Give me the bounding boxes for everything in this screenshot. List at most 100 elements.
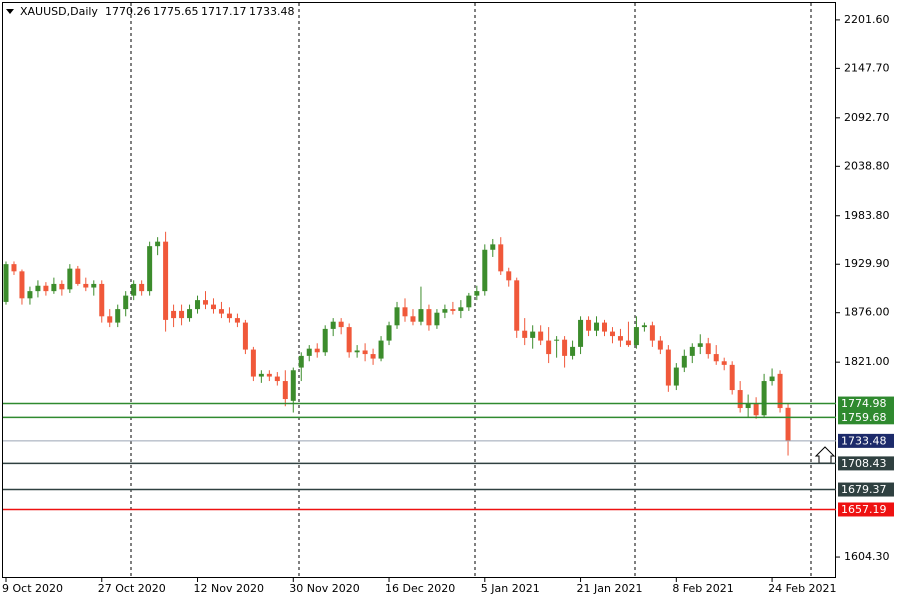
y-tick-label: 1604.30	[844, 550, 890, 563]
candle-body	[769, 376, 775, 382]
candle-body	[394, 307, 400, 326]
level-label: 1774.98	[841, 397, 887, 410]
candle-body	[27, 291, 33, 299]
x-tick-label: 9 Oct 2020	[2, 582, 63, 595]
candle-body	[330, 321, 336, 329]
candle-body	[242, 322, 248, 350]
candle-body	[681, 355, 687, 368]
header-open: 1770.26	[105, 5, 151, 18]
candle-body	[482, 249, 488, 292]
candle-body	[530, 331, 536, 338]
level-box	[838, 502, 894, 517]
candle-body	[554, 339, 560, 341]
candle-body	[218, 309, 224, 314]
candle-body	[226, 313, 232, 319]
candle-body	[466, 295, 472, 308]
candle-body	[490, 244, 496, 250]
candle-body	[506, 271, 512, 281]
candle-body	[649, 325, 655, 341]
candle-body	[450, 309, 456, 311]
candle-body	[594, 322, 600, 331]
candle-body	[442, 309, 448, 313]
candle-body	[19, 271, 25, 299]
candle-body	[362, 350, 368, 355]
candle-body	[234, 318, 240, 323]
candle-body	[195, 300, 201, 310]
candle-body	[458, 307, 464, 311]
candle-body	[123, 295, 129, 310]
candle-body	[777, 373, 783, 409]
level-label: 1679.37	[841, 483, 887, 496]
candle-body	[314, 348, 320, 353]
candle-body	[338, 321, 344, 328]
candle-body	[697, 343, 703, 347]
candle-body	[418, 309, 424, 322]
candle-body	[410, 316, 416, 322]
candle-body	[250, 349, 256, 377]
candle-body	[713, 354, 719, 362]
candle-body	[705, 343, 711, 355]
candle-body	[163, 241, 169, 320]
candle-body	[354, 350, 360, 353]
x-tick-label: 24 Feb 2021	[768, 582, 836, 595]
symbol-menu-arrow[interactable]	[6, 9, 14, 14]
current-price-box	[838, 433, 894, 448]
y-tick-label: 2038.80	[844, 159, 890, 172]
candle-body	[266, 373, 272, 377]
candle-body	[602, 322, 607, 332]
candle-body	[657, 340, 663, 350]
candle-body	[59, 283, 65, 290]
header-low: 1717.17	[201, 5, 247, 18]
level-label: 1657.19	[841, 503, 887, 516]
candle-body	[498, 244, 504, 272]
candle-body	[179, 310, 185, 319]
chart-title: XAUUSD,Daily	[20, 5, 98, 18]
y-tick-label: 1983.80	[844, 209, 890, 222]
shift-arrow-icon[interactable]	[814, 446, 836, 464]
candle-body	[578, 319, 584, 347]
candle-body	[753, 403, 759, 416]
plot-frame	[2, 2, 836, 578]
candle-body	[298, 355, 304, 368]
candle-body	[474, 291, 480, 296]
candle-body	[282, 381, 288, 400]
candle-body	[83, 283, 89, 288]
y-tick-label: 2201.60	[844, 13, 890, 26]
candle-body	[562, 339, 568, 356]
x-tick-label: 30 Nov 2020	[289, 582, 359, 595]
level-box	[838, 396, 894, 411]
candle-body	[745, 403, 751, 409]
candle-body	[346, 327, 352, 353]
candle-body	[625, 340, 631, 346]
candle-body	[641, 325, 647, 328]
x-tick-label: 27 Oct 2020	[98, 582, 166, 595]
y-tick-label: 1876.00	[844, 306, 890, 319]
x-tick-label: 5 Jan 2021	[481, 582, 540, 595]
current-price-label: 1733.48	[841, 434, 887, 447]
candle-body	[322, 328, 328, 353]
header-high: 1775.65	[153, 5, 199, 18]
candle-body	[35, 285, 41, 292]
candle-body	[370, 354, 376, 359]
level-label: 1708.43	[841, 457, 887, 470]
y-tick-label: 2092.70	[844, 111, 890, 124]
candle-body	[155, 241, 161, 247]
candle-body	[402, 307, 408, 317]
candle-body	[67, 268, 73, 290]
candle-body	[139, 283, 145, 292]
level-box	[838, 482, 894, 497]
candle-body	[258, 373, 264, 377]
candle-body	[538, 331, 544, 341]
candle-body	[171, 310, 177, 319]
candle-body	[203, 300, 208, 305]
y-tick-label: 1929.90	[844, 257, 890, 270]
candle-body	[274, 376, 280, 382]
x-tick-label: 8 Feb 2021	[672, 582, 733, 595]
candle-body	[107, 316, 113, 323]
y-tick-label: 2147.70	[844, 61, 890, 74]
candle-body	[91, 283, 97, 288]
candle-body	[3, 264, 9, 302]
candle-body	[187, 309, 193, 319]
candle-body	[586, 319, 592, 331]
